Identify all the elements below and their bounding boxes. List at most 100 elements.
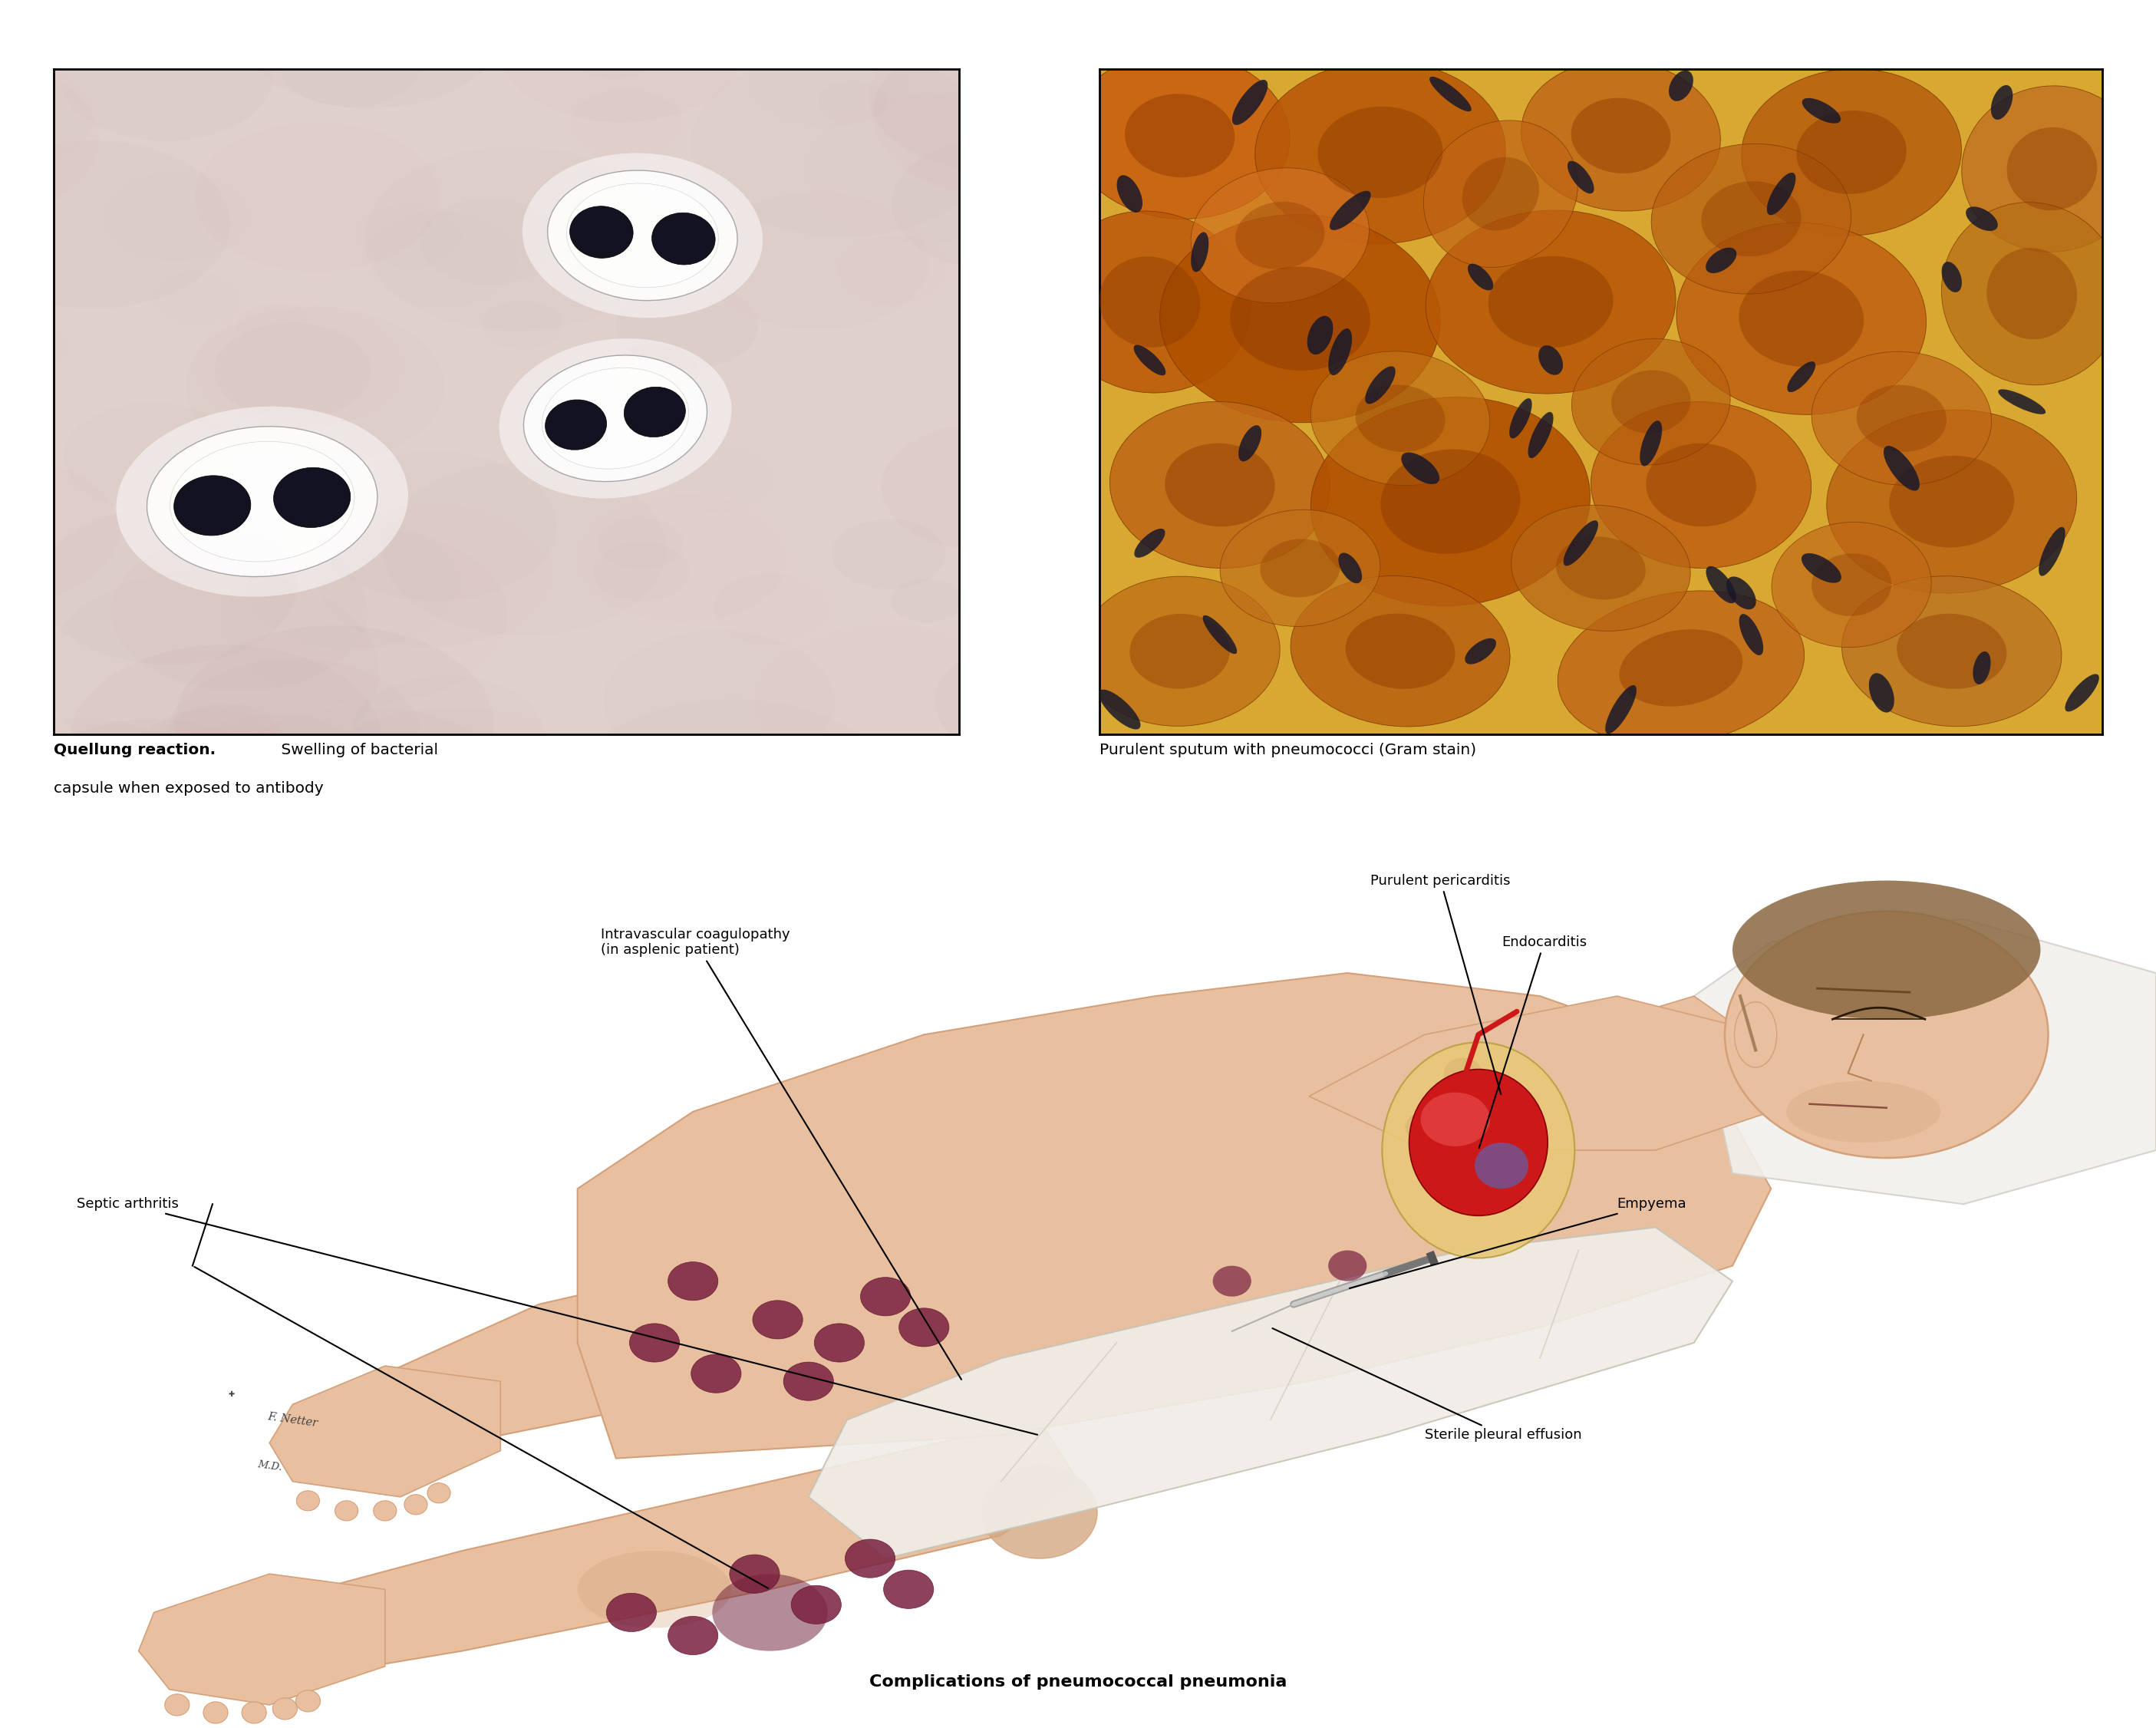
Ellipse shape [1110,401,1330,569]
Ellipse shape [237,0,505,109]
Ellipse shape [1990,85,2014,119]
Ellipse shape [1488,256,1613,347]
Ellipse shape [783,1362,834,1401]
Ellipse shape [890,579,964,622]
Ellipse shape [39,506,298,665]
Ellipse shape [1160,214,1440,423]
Ellipse shape [405,1495,427,1515]
Ellipse shape [1651,143,1852,294]
Ellipse shape [194,123,440,271]
Ellipse shape [981,1465,1097,1559]
Ellipse shape [274,468,351,527]
Ellipse shape [1100,689,1141,729]
Ellipse shape [1522,60,1720,211]
Ellipse shape [1429,76,1470,112]
Ellipse shape [1307,316,1332,354]
Ellipse shape [791,1586,841,1624]
Ellipse shape [755,624,1015,785]
Ellipse shape [1572,98,1671,173]
Ellipse shape [1884,446,1919,491]
Ellipse shape [1802,553,1841,582]
Ellipse shape [623,387,686,437]
Ellipse shape [1591,401,1811,569]
Ellipse shape [1410,1070,1548,1217]
Polygon shape [808,1227,1733,1559]
Ellipse shape [1973,651,1990,684]
Ellipse shape [711,1574,828,1650]
Ellipse shape [1339,553,1363,584]
Ellipse shape [110,534,369,691]
Ellipse shape [175,475,250,536]
Ellipse shape [1190,232,1210,271]
Ellipse shape [291,707,614,905]
Ellipse shape [0,458,119,605]
Ellipse shape [1406,1111,1445,1142]
Ellipse shape [668,1616,718,1655]
Ellipse shape [1999,389,2046,415]
Text: Intravascular coagulopathy
(in asplenic patient): Intravascular coagulopathy (in asplenic … [602,928,962,1379]
Ellipse shape [334,1500,358,1521]
Ellipse shape [1117,175,1143,213]
Ellipse shape [0,140,231,309]
Ellipse shape [2065,674,2100,712]
Polygon shape [578,973,1770,1458]
Ellipse shape [1943,202,2122,385]
Ellipse shape [729,1555,780,1593]
Ellipse shape [1468,264,1494,290]
Ellipse shape [1311,351,1490,486]
Ellipse shape [500,339,731,498]
Ellipse shape [140,0,315,62]
Ellipse shape [617,282,759,370]
Ellipse shape [17,719,291,888]
Ellipse shape [936,638,1143,766]
Ellipse shape [1742,69,1962,235]
Ellipse shape [522,154,763,318]
Ellipse shape [500,0,744,123]
Ellipse shape [1611,370,1690,434]
Ellipse shape [1787,1082,1940,1142]
Ellipse shape [1511,505,1690,631]
Text: Purulent sputum with pneumococci (Gram stain): Purulent sputum with pneumococci (Gram s… [1100,743,1477,757]
Ellipse shape [1328,328,1352,375]
Ellipse shape [1203,615,1238,653]
Ellipse shape [1235,202,1324,270]
Polygon shape [1695,919,2156,1204]
Ellipse shape [1563,520,1598,565]
Ellipse shape [0,60,99,219]
Ellipse shape [0,353,45,432]
Ellipse shape [975,596,1067,651]
Ellipse shape [2007,128,2098,211]
Text: Septic arthritis: Septic arthritis [78,1198,1037,1434]
Ellipse shape [869,22,1110,169]
Ellipse shape [71,645,382,836]
Ellipse shape [1856,385,1947,451]
Text: Empyema: Empyema [1350,1198,1686,1289]
Ellipse shape [175,626,494,821]
Polygon shape [231,1420,1078,1690]
Text: ✚: ✚ [229,1391,235,1398]
Ellipse shape [429,0,563,38]
Ellipse shape [1238,425,1261,461]
Ellipse shape [203,1702,229,1723]
Ellipse shape [1606,686,1636,734]
Polygon shape [1309,995,1770,1151]
Ellipse shape [1423,121,1578,268]
Ellipse shape [1080,577,1281,726]
Polygon shape [1578,995,1770,1151]
Ellipse shape [893,137,1110,271]
Ellipse shape [241,1702,267,1723]
Ellipse shape [1705,247,1736,273]
Ellipse shape [1701,181,1800,256]
Ellipse shape [1220,510,1380,627]
Ellipse shape [315,453,556,601]
Ellipse shape [1048,211,1250,392]
Ellipse shape [1811,351,1992,486]
Ellipse shape [1725,911,2048,1158]
Ellipse shape [1897,613,2007,689]
Ellipse shape [1559,591,1805,745]
Ellipse shape [295,1491,319,1510]
Ellipse shape [1740,613,1764,655]
Text: Swelling of bacterial: Swelling of bacterial [276,743,438,757]
Ellipse shape [1509,397,1533,439]
Ellipse shape [1328,1251,1367,1280]
